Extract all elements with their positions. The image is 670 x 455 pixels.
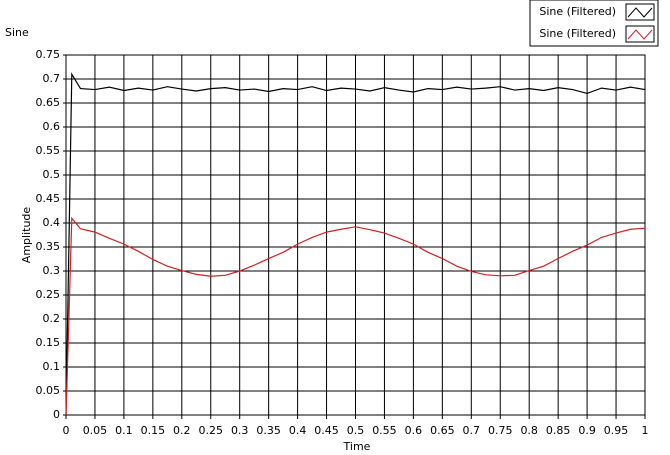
x-tick-label: 0.95 [604, 424, 629, 437]
x-tick-label: 0.75 [488, 424, 513, 437]
series-line [65, 216, 646, 416]
y-tick-label: 0.75 [36, 48, 61, 61]
x-tick-label: 0.25 [199, 424, 224, 437]
legend-swatch [627, 29, 653, 40]
x-tick-label: 0.9 [578, 424, 596, 437]
y-tick-label: 0.4 [43, 216, 61, 229]
plot-border [65, 54, 646, 416]
legend-label: Sine (Filtered) [539, 27, 616, 40]
x-tick-label: 0.6 [405, 424, 423, 437]
y-tick-label: 0.25 [36, 288, 61, 301]
y-axis-label: Amplitude [20, 207, 33, 264]
y-tick-label: 0.3 [43, 264, 61, 277]
x-tick-label: 0.05 [83, 424, 108, 437]
series-line [65, 72, 646, 416]
x-tick-label: 0.65 [430, 424, 455, 437]
x-axis-label: Time [343, 440, 371, 453]
y-tick-label: 0.65 [36, 96, 61, 109]
x-tick-label: 0.5 [347, 424, 365, 437]
y-tick-label: 0.15 [36, 336, 61, 349]
legend-label: Sine (Filtered) [539, 5, 616, 18]
x-tick-label: 0.35 [256, 424, 281, 437]
y-tick-label: 0.6 [43, 120, 61, 133]
x-tick-label: 0.2 [173, 424, 191, 437]
y-tick-label: 0.5 [43, 168, 61, 181]
y-tick-label: 0 [53, 408, 60, 421]
legend-swatch [627, 7, 653, 18]
x-tick-label: 0.15 [141, 424, 166, 437]
x-tick-label: 0.45 [314, 424, 339, 437]
x-tick-label: 0.1 [115, 424, 133, 437]
x-tick-label: 0.4 [289, 424, 307, 437]
y-tick-label: 0.45 [36, 192, 61, 205]
y-tick-label: 0.7 [43, 72, 61, 85]
x-tick-label: 0.3 [231, 424, 249, 437]
x-tick-label: 0.55 [372, 424, 397, 437]
y-tick-label: 0.05 [36, 384, 61, 397]
legend: Sine (Filtered) Sine (Filtered) [529, 0, 659, 47]
y-tick-label: 0.35 [36, 240, 61, 253]
x-tick-label: 1 [642, 424, 649, 437]
y-tick-label: 0.1 [43, 360, 61, 373]
x-tick-label: 0.85 [546, 424, 571, 437]
x-tick-label: 0.7 [463, 424, 481, 437]
y-tick-label: 0.55 [36, 144, 61, 157]
y-tick-label: 0.2 [43, 312, 61, 325]
x-tick-label: 0 [63, 424, 70, 437]
chart-title: Sine [5, 26, 29, 39]
x-tick-label: 0.8 [520, 424, 538, 437]
